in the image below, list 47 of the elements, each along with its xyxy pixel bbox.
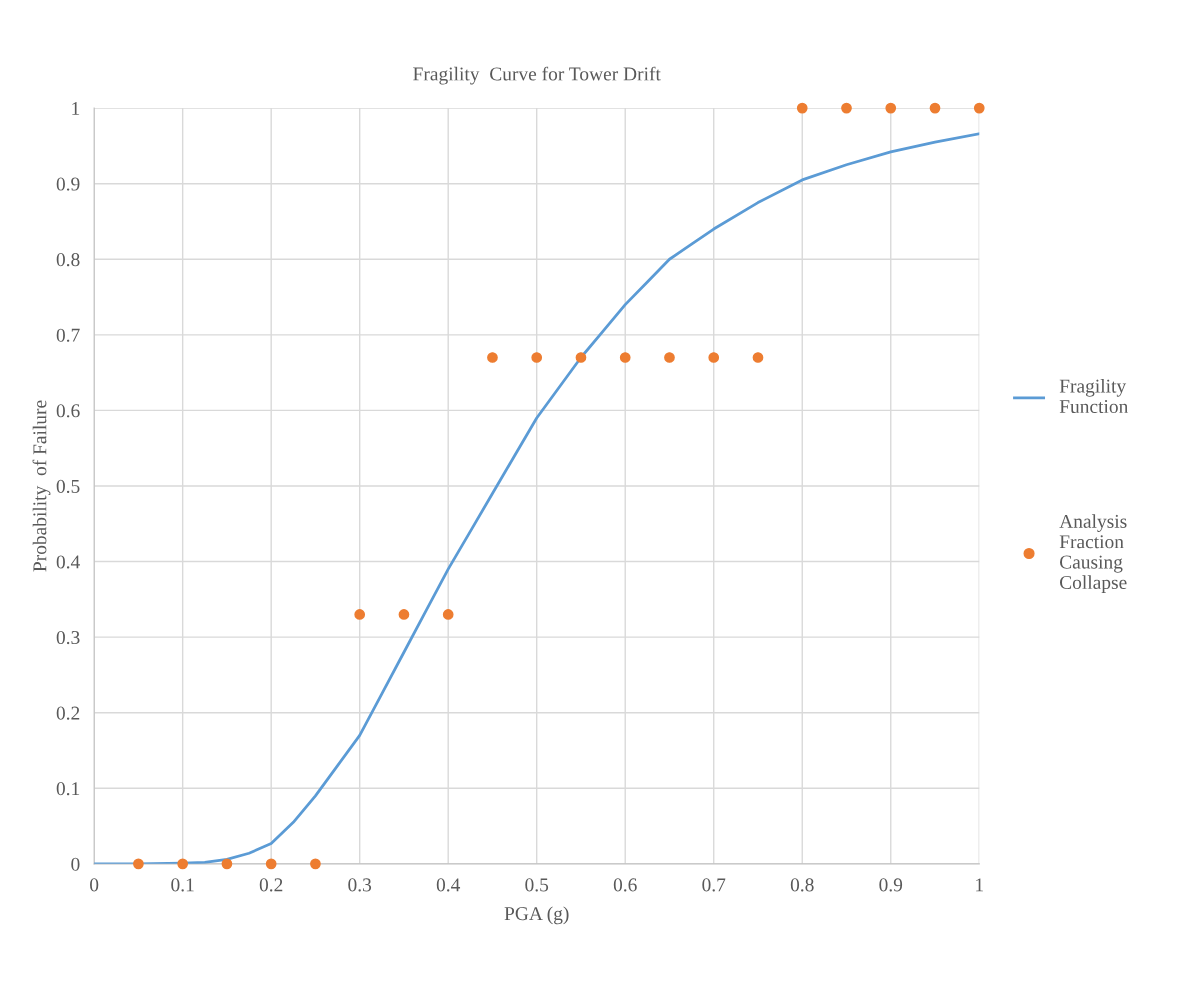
y-tick-label: 0.2: [56, 706, 80, 720]
x-tick-label: 0.3: [348, 878, 372, 892]
point: [929, 102, 941, 114]
x-tick-label: 0.5: [525, 878, 549, 892]
y-tick-label: 0.1: [56, 782, 80, 796]
y-tick-label: 0.4: [56, 555, 80, 569]
point: [664, 352, 675, 363]
x-tick-label: 1: [976, 878, 983, 892]
point: [398, 609, 410, 620]
x-tick-label: 0.6: [613, 878, 637, 892]
point: [708, 352, 720, 363]
y-tick-label: 1: [72, 102, 80, 115]
y-tick-label: 0.3: [56, 630, 80, 645]
point: [973, 102, 985, 114]
y-tick-label: 0.7: [56, 328, 80, 342]
point: [575, 352, 587, 363]
y-tick-label: 0.6: [56, 404, 80, 418]
point: [487, 352, 498, 363]
point: [310, 858, 321, 870]
y-tick-label: 0.8: [56, 253, 80, 267]
point: [841, 102, 852, 114]
chart-title: Fragility Curve for Tower Drift: [413, 66, 661, 85]
y-tick-label: 0.9: [56, 177, 80, 191]
point: [752, 352, 764, 363]
x-tick-label: 0.9: [879, 878, 903, 892]
x-axis-title: PGA (g): [504, 906, 569, 925]
point: [442, 609, 454, 620]
point: [177, 858, 189, 870]
y-tick-label: 0.5: [56, 479, 80, 494]
legend-label: Analysis Fraction Causing Collapse: [1059, 514, 1127, 593]
point: [133, 858, 144, 870]
point: [885, 102, 897, 114]
x-tick-label: 0.2: [259, 878, 283, 892]
y-axis-title: Probability of Failure: [32, 400, 51, 572]
x-tick-label: 0.8: [790, 878, 814, 892]
point: [265, 858, 277, 870]
legend-label: Fragility Function: [1059, 378, 1129, 414]
point: [221, 858, 233, 870]
x-tick-label: 0.4: [436, 878, 461, 892]
point: [796, 102, 808, 114]
x-tick-label: 0.1: [171, 878, 194, 892]
point: [354, 609, 366, 620]
point: [619, 352, 631, 363]
point: [531, 352, 543, 363]
x-tick-label: 0.7: [702, 878, 726, 892]
x-tick-label: 0: [90, 878, 99, 892]
y-tick-label: 0: [71, 857, 80, 871]
